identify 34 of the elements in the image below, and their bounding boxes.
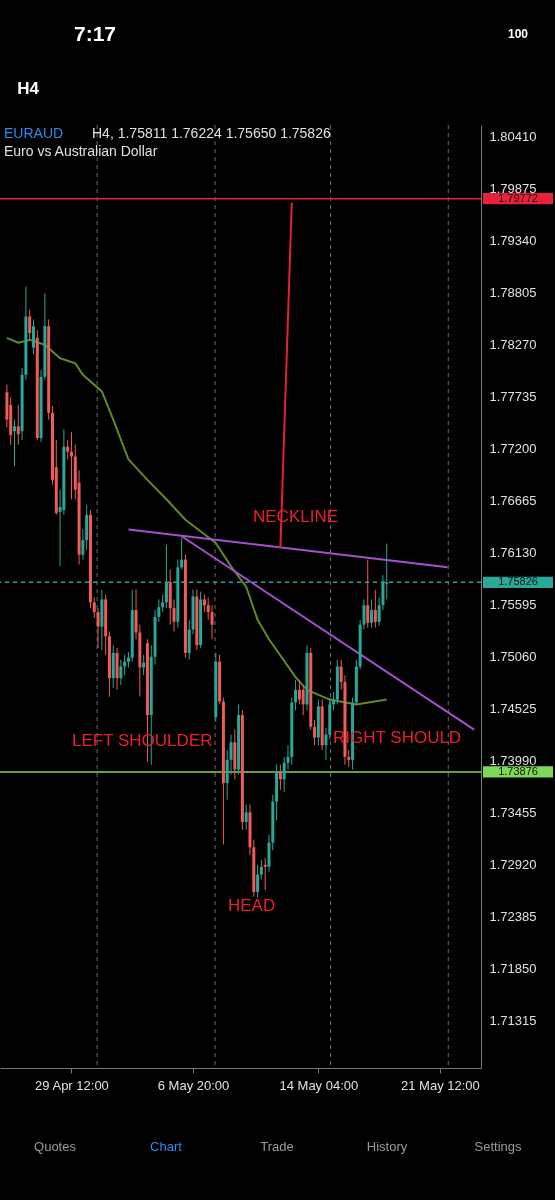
- y-tick-label: 1.77735: [489, 389, 537, 405]
- text: Euro vs Australian Dollar: [4, 143, 158, 159]
- y-tick-label: 1.75595: [489, 597, 537, 613]
- text: History: [366, 1139, 408, 1154]
- y-tick-label: 1.71850: [489, 961, 537, 977]
- chart-title: EURAUD: [4, 125, 64, 141]
- text: Quotes: [34, 1139, 77, 1154]
- text: 7:17: [73, 22, 117, 45]
- y-tick-label: 1.77200: [489, 441, 537, 457]
- y-tick-label: 1.76130: [489, 545, 537, 561]
- y-tick-label: 1.75060: [489, 649, 537, 665]
- x-tick-label: 6 May 20:00: [157, 1077, 230, 1093]
- text: H4: [17, 79, 40, 98]
- y-tick-label: 1.78805: [489, 285, 537, 301]
- ref-line-label: 1.73876: [498, 764, 538, 777]
- text: Chart: [150, 1139, 183, 1154]
- annotation: HEAD: [228, 896, 276, 915]
- y-tick-label: 1.72385: [489, 909, 537, 925]
- y-tick-label: 1.73455: [489, 805, 537, 821]
- y-tick-label: 1.78270: [489, 337, 537, 353]
- y-tick-label: 1.80410: [489, 129, 537, 145]
- text: Settings: [474, 1139, 522, 1154]
- text: 100: [507, 27, 529, 41]
- y-tick-label: 1.71315: [489, 1013, 537, 1029]
- y-tick-label: 1.76665: [489, 493, 537, 509]
- x-tick-label: 14 May 04:00: [279, 1077, 359, 1093]
- x-tick-label: 21 May 12:00: [401, 1077, 480, 1093]
- y-tick-label: 1.79340: [489, 233, 537, 249]
- y-tick-label: 1.74525: [489, 701, 537, 717]
- ref-line-label: 1.75826: [498, 575, 538, 588]
- annotation: H4, 1.75811 1.76224 1.75650 1.75826: [92, 125, 331, 141]
- x-tick-label: 29 Apr 12:00: [35, 1077, 109, 1093]
- text: Trade: [260, 1139, 294, 1154]
- y-tick-label: 1.72920: [489, 857, 537, 873]
